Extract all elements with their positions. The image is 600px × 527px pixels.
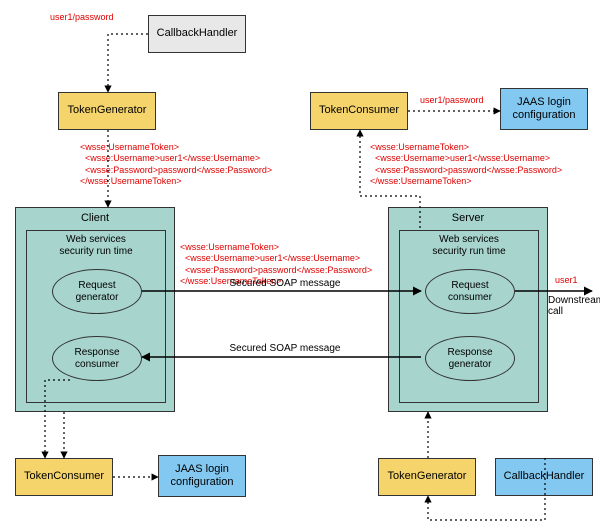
callback-handler-bottom: CallbackHandler bbox=[495, 458, 593, 496]
token-generator-top-label: TokenGenerator bbox=[68, 104, 147, 117]
downstream-call-label: Downstream call bbox=[548, 295, 600, 317]
request-generator-ellipse: Request generator bbox=[52, 269, 142, 314]
client-inner-title: Web services security run time bbox=[27, 234, 165, 257]
xml-block-right: <wsse:UsernameToken> <wsse:Username>user… bbox=[370, 142, 562, 187]
client-inner: Web services security run time Request g… bbox=[26, 230, 166, 403]
token-consumer-top: TokenConsumer bbox=[310, 92, 408, 130]
token-consumer-bottom-label: TokenConsumer bbox=[24, 470, 104, 483]
jaas-bottom-label: JAAS login configuration bbox=[171, 463, 234, 489]
response-generator-label: Response generator bbox=[447, 347, 492, 370]
response-consumer-label: Response consumer bbox=[74, 347, 119, 370]
server-inner: Web services security run time Request c… bbox=[399, 230, 539, 403]
soap-label-2: Secured SOAP message bbox=[205, 343, 365, 354]
token-generator-bottom: TokenGenerator bbox=[378, 458, 476, 496]
user1-downstream: user1 bbox=[555, 275, 578, 286]
user-password-top-left: user1/password bbox=[50, 12, 114, 23]
client-panel: Client Web services security run time Re… bbox=[15, 207, 175, 412]
jaas-top: JAAS login configuration bbox=[500, 88, 588, 130]
request-consumer-ellipse: Request consumer bbox=[425, 269, 515, 314]
callback-handler-bottom-label: CallbackHandler bbox=[504, 470, 585, 483]
token-consumer-top-label: TokenConsumer bbox=[319, 104, 399, 117]
request-consumer-label: Request consumer bbox=[448, 280, 492, 303]
response-consumer-ellipse: Response consumer bbox=[52, 336, 142, 381]
server-inner-title: Web services security run time bbox=[400, 234, 538, 257]
response-generator-ellipse: Response generator bbox=[425, 336, 515, 381]
token-generator-bottom-label: TokenGenerator bbox=[388, 470, 467, 483]
jaas-top-label: JAAS login configuration bbox=[513, 96, 576, 122]
callback-handler-top-label: CallbackHandler bbox=[157, 27, 238, 40]
token-consumer-bottom: TokenConsumer bbox=[15, 458, 113, 496]
client-panel-title: Client bbox=[16, 212, 174, 224]
user-password-top-right: user1/password bbox=[420, 95, 484, 106]
server-panel: Server Web services security run time Re… bbox=[388, 207, 548, 412]
xml-block-left: <wsse:UsernameToken> <wsse:Username>user… bbox=[80, 142, 272, 187]
server-panel-title: Server bbox=[389, 212, 547, 224]
token-generator-top: TokenGenerator bbox=[58, 92, 156, 130]
soap-label-1: Secured SOAP message bbox=[205, 278, 365, 289]
callback-handler-top: CallbackHandler bbox=[148, 15, 246, 53]
jaas-bottom: JAAS login configuration bbox=[158, 455, 246, 497]
request-generator-label: Request generator bbox=[76, 280, 119, 303]
